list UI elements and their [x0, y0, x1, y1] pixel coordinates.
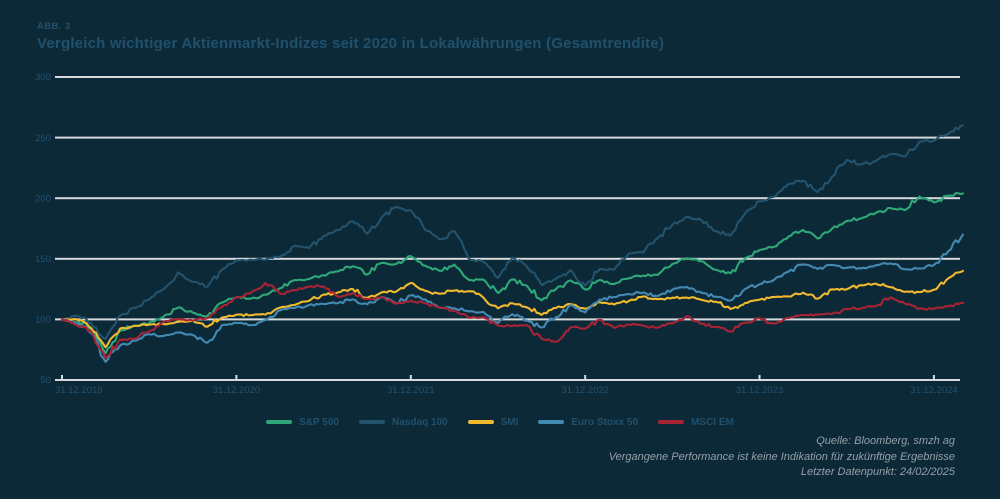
legend-label: MSCI EM — [691, 416, 734, 428]
legend-swatch — [266, 420, 293, 424]
gridline — [55, 379, 960, 381]
legend-item: Nasdaq 100 — [358, 416, 448, 428]
y-axis-label: 150 — [35, 254, 51, 265]
figure-label: ABB. 3 — [37, 21, 71, 32]
legend-item: S&P 500 — [266, 417, 339, 428]
y-axis-label: 100 — [35, 315, 51, 326]
gridline — [55, 136, 960, 139]
legend-item: SMI — [467, 416, 519, 428]
legend-item: Euro Stoxx 50 — [538, 417, 638, 428]
series-line-s-p-500 — [60, 192, 965, 355]
legend: S&P 500 Nasdaq 100 SMI Euro Stoxx 50 MSCI EM — [0, 413, 1000, 431]
axis-tick — [584, 375, 587, 380]
legend-swatch — [358, 420, 385, 424]
legend-swatch — [658, 420, 685, 424]
series-line-smi — [60, 269, 965, 349]
series-line-euro-stoxx-50 — [60, 233, 965, 363]
axis-tick — [409, 375, 412, 380]
x-axis-label: 31.12.2019 — [55, 385, 103, 396]
y-axis-label: 50 — [40, 375, 51, 386]
source-note: Quelle: Bloomberg, smzh ag — [816, 435, 955, 447]
series-line-msci-em — [60, 281, 965, 360]
gridline — [55, 257, 960, 260]
series-line-nasdaq-100 — [60, 124, 965, 340]
disclaimer-note: Vergangene Performance ist keine Indikat… — [608, 450, 955, 463]
gridline — [55, 197, 960, 200]
gridline — [55, 76, 960, 78]
y-axis-label: 250 — [35, 133, 51, 144]
gridline — [55, 318, 960, 321]
legend-swatch — [467, 420, 494, 424]
axis-tick — [61, 375, 63, 380]
axis-tick — [235, 375, 238, 380]
y-axis-label: 300 — [35, 72, 51, 83]
legend-label: Euro Stoxx 50 — [571, 416, 639, 428]
x-axis-label: 31.12.2020 — [213, 385, 261, 396]
legend-label: S&P 500 — [299, 416, 339, 428]
x-axis-label: 31.12.2024 — [910, 385, 958, 396]
axis-tick — [932, 375, 935, 380]
last-datapoint-note: Letzter Datenpunkt: 24/02/2025 — [800, 466, 955, 478]
legend-item: MSCI EM — [658, 417, 734, 428]
axis-tick — [758, 375, 761, 380]
y-axis-label: 200 — [35, 193, 51, 204]
x-axis-label: 31.12.2021 — [387, 385, 435, 396]
footer-notes: Quelle: Bloomberg, smzh ag Vergangene Pe… — [609, 434, 955, 481]
legend-swatch — [538, 420, 565, 424]
x-axis-label: 31.12.2023 — [736, 385, 784, 396]
x-axis-label: 31.12.2022 — [561, 385, 609, 396]
legend-label: SMI — [500, 416, 519, 428]
chart-title: Vergleich wichtiger Aktienmarkt-Indizes … — [37, 35, 665, 52]
legend-label: Nasdaq 100 — [391, 416, 448, 428]
title-block: ABB. 3 Vergleich wichtiger Aktienmarkt-I… — [37, 21, 664, 52]
